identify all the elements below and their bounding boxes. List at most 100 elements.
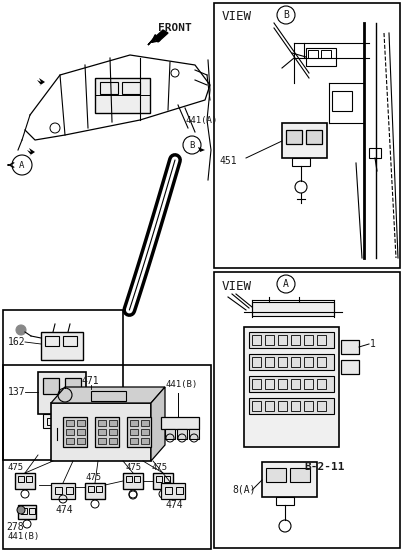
Polygon shape — [151, 387, 165, 461]
Polygon shape — [27, 148, 35, 156]
Bar — [214, 272, 400, 548]
Text: 441(A): 441(A) — [185, 115, 217, 125]
Bar — [304, 335, 313, 345]
Bar — [278, 401, 287, 411]
Text: 278: 278 — [6, 522, 24, 532]
Bar — [153, 473, 173, 489]
Bar — [341, 340, 359, 354]
Bar — [18, 505, 36, 519]
Bar — [98, 438, 106, 444]
Bar — [21, 508, 27, 514]
Bar — [306, 130, 322, 144]
Bar — [249, 398, 334, 414]
Text: 441(B): 441(B) — [8, 532, 40, 541]
Bar — [55, 487, 62, 494]
Bar — [278, 335, 287, 345]
Text: 1: 1 — [370, 339, 376, 349]
Bar — [18, 476, 24, 482]
Bar — [249, 332, 334, 348]
Bar — [51, 403, 151, 461]
Bar — [317, 357, 326, 367]
Text: 451: 451 — [219, 156, 237, 166]
Bar — [244, 327, 339, 447]
Polygon shape — [51, 387, 165, 403]
Bar — [165, 429, 175, 439]
Bar — [77, 420, 85, 426]
Bar — [332, 91, 352, 111]
Bar — [122, 82, 140, 94]
Circle shape — [17, 506, 25, 514]
Bar — [66, 429, 74, 435]
Bar — [66, 420, 74, 426]
Bar — [130, 429, 138, 435]
Bar — [43, 378, 59, 394]
Bar — [141, 429, 149, 435]
Bar — [63, 336, 77, 346]
Polygon shape — [148, 30, 168, 45]
Bar — [141, 438, 149, 444]
Bar — [164, 476, 170, 482]
Bar — [177, 429, 187, 439]
Bar — [276, 497, 294, 505]
Bar — [252, 379, 261, 389]
Bar — [369, 148, 381, 158]
Bar — [317, 379, 326, 389]
Bar — [265, 357, 274, 367]
Bar — [109, 429, 117, 435]
Bar — [265, 335, 274, 345]
Bar — [249, 376, 334, 392]
Text: 475: 475 — [8, 464, 24, 473]
Text: VIEW: VIEW — [222, 11, 252, 23]
Bar — [291, 357, 300, 367]
Bar — [3, 365, 211, 549]
Bar — [265, 379, 274, 389]
Bar — [66, 487, 73, 494]
Bar — [141, 420, 149, 426]
Bar — [88, 486, 94, 492]
Bar — [278, 357, 287, 367]
Bar — [189, 429, 199, 439]
Bar — [161, 483, 185, 499]
Bar — [126, 476, 132, 482]
Bar — [95, 78, 150, 113]
Bar — [304, 357, 313, 367]
Bar — [290, 468, 310, 482]
Bar — [292, 158, 310, 166]
Bar — [341, 360, 359, 374]
Bar — [59, 418, 67, 425]
Text: A: A — [19, 161, 25, 170]
Bar — [43, 414, 71, 428]
Bar — [252, 401, 261, 411]
Bar — [306, 48, 336, 66]
Bar — [252, 357, 261, 367]
Bar — [291, 401, 300, 411]
Bar — [165, 487, 172, 494]
Bar — [317, 335, 326, 345]
Text: B: B — [283, 10, 289, 20]
Bar — [286, 130, 302, 144]
Text: 474: 474 — [55, 505, 73, 515]
Bar — [161, 417, 199, 429]
Bar — [91, 391, 126, 401]
Bar — [77, 429, 85, 435]
Text: 471: 471 — [81, 376, 99, 386]
Text: 474: 474 — [166, 500, 184, 510]
Circle shape — [16, 325, 26, 335]
Bar — [176, 487, 183, 494]
Bar — [127, 417, 151, 447]
Bar — [98, 420, 106, 426]
Bar — [317, 401, 326, 411]
Bar — [134, 476, 140, 482]
Text: 441(B): 441(B) — [165, 381, 197, 389]
Text: 475: 475 — [125, 464, 141, 473]
Bar — [63, 417, 87, 447]
Text: FRONT: FRONT — [158, 23, 192, 33]
Polygon shape — [198, 147, 205, 152]
Bar — [100, 82, 118, 94]
Bar — [85, 483, 105, 499]
Bar — [38, 372, 86, 414]
Text: B: B — [189, 141, 195, 150]
Bar — [266, 468, 286, 482]
Bar — [130, 420, 138, 426]
Bar — [249, 354, 334, 370]
